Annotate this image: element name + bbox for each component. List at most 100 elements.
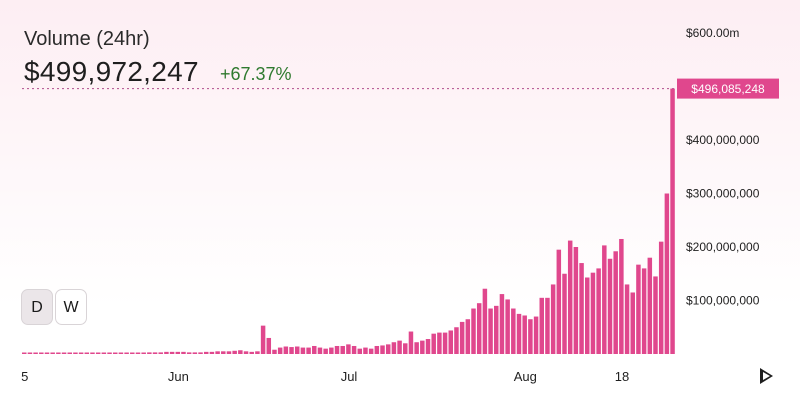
bar[interactable] — [465, 319, 471, 354]
bar[interactable] — [340, 345, 345, 354]
bar[interactable] — [44, 352, 50, 355]
bar[interactable] — [647, 257, 653, 354]
bar[interactable] — [135, 352, 141, 355]
bar[interactable] — [226, 351, 232, 354]
bar[interactable] — [567, 240, 573, 354]
bar[interactable] — [130, 352, 135, 355]
bar[interactable] — [516, 313, 522, 355]
bar[interactable] — [306, 347, 311, 354]
bar[interactable] — [357, 348, 363, 354]
bar[interactable] — [562, 273, 567, 354]
bar[interactable] — [613, 251, 618, 354]
bar[interactable] — [243, 351, 249, 354]
bar[interactable] — [630, 292, 635, 354]
bar[interactable] — [579, 263, 584, 354]
bar[interactable] — [147, 352, 152, 354]
bar[interactable] — [539, 297, 544, 354]
bar[interactable] — [141, 352, 146, 355]
bar[interactable] — [550, 284, 556, 354]
bar[interactable] — [124, 352, 129, 355]
bar[interactable] — [590, 272, 596, 354]
bar[interactable] — [249, 351, 254, 354]
bar[interactable] — [391, 342, 397, 354]
bar[interactable] — [397, 340, 402, 354]
play-icon[interactable] — [760, 368, 773, 384]
bar[interactable] — [420, 340, 425, 354]
bar[interactable] — [607, 258, 613, 354]
bar[interactable] — [346, 344, 351, 354]
bar[interactable] — [573, 247, 579, 354]
bar[interactable] — [641, 268, 647, 354]
bar[interactable] — [511, 308, 516, 354]
bar[interactable] — [238, 350, 243, 354]
bar[interactable] — [50, 352, 55, 355]
bar[interactable] — [499, 294, 505, 354]
bar[interactable] — [323, 348, 328, 354]
bar[interactable] — [255, 351, 260, 354]
bar[interactable] — [351, 345, 357, 354]
bar[interactable] — [73, 352, 78, 355]
bar[interactable] — [22, 352, 27, 355]
bar[interactable] — [368, 348, 374, 354]
bar[interactable] — [266, 337, 272, 354]
bar[interactable] — [164, 351, 169, 354]
bar[interactable] — [181, 351, 186, 354]
bar[interactable] — [437, 332, 442, 354]
bar[interactable] — [289, 347, 294, 354]
bar[interactable] — [619, 238, 624, 354]
bar[interactable] — [602, 245, 607, 354]
bar[interactable] — [670, 88, 675, 354]
bar[interactable] — [596, 268, 601, 354]
bar[interactable] — [61, 352, 67, 355]
bar[interactable] — [118, 352, 124, 355]
bar[interactable] — [624, 284, 630, 354]
bar[interactable] — [107, 352, 112, 355]
bar[interactable] — [482, 288, 488, 354]
bar[interactable] — [27, 352, 33, 355]
bar[interactable] — [533, 316, 539, 354]
bar[interactable] — [505, 299, 510, 354]
bar[interactable] — [471, 308, 476, 354]
bar[interactable] — [454, 327, 459, 354]
bar[interactable] — [448, 330, 454, 354]
bar[interactable] — [317, 347, 323, 354]
bar[interactable] — [260, 325, 266, 354]
bar[interactable] — [169, 351, 175, 354]
bar[interactable] — [374, 345, 380, 354]
bar[interactable] — [215, 351, 220, 354]
bar[interactable] — [158, 352, 163, 354]
bar[interactable] — [294, 346, 300, 354]
bar[interactable] — [33, 352, 38, 355]
bar[interactable] — [67, 352, 72, 355]
bar[interactable] — [459, 321, 465, 354]
bar[interactable] — [653, 276, 658, 354]
bar[interactable] — [203, 351, 209, 354]
bar[interactable] — [112, 352, 118, 355]
bar[interactable] — [431, 333, 436, 354]
bar[interactable] — [363, 347, 368, 354]
bar[interactable] — [283, 346, 289, 354]
bar[interactable] — [56, 352, 61, 355]
bar[interactable] — [312, 345, 317, 354]
bar[interactable] — [78, 352, 84, 355]
bar[interactable] — [232, 350, 237, 354]
bar[interactable] — [209, 351, 215, 354]
bar[interactable] — [198, 352, 203, 354]
bar[interactable] — [408, 331, 414, 354]
bar[interactable] — [101, 352, 107, 355]
range-day-button[interactable]: D — [21, 289, 53, 325]
bar[interactable] — [664, 193, 670, 355]
bar[interactable] — [403, 343, 408, 354]
bar[interactable] — [414, 342, 419, 354]
bar[interactable] — [84, 352, 90, 355]
bar[interactable] — [545, 297, 550, 354]
bar[interactable] — [90, 352, 95, 355]
bar[interactable] — [95, 352, 101, 355]
bar[interactable] — [658, 241, 664, 354]
bar[interactable] — [221, 351, 226, 354]
bar[interactable] — [300, 347, 306, 354]
bar[interactable] — [186, 352, 192, 354]
bar[interactable] — [39, 352, 44, 355]
bar[interactable] — [522, 315, 527, 354]
bar[interactable] — [476, 303, 482, 354]
